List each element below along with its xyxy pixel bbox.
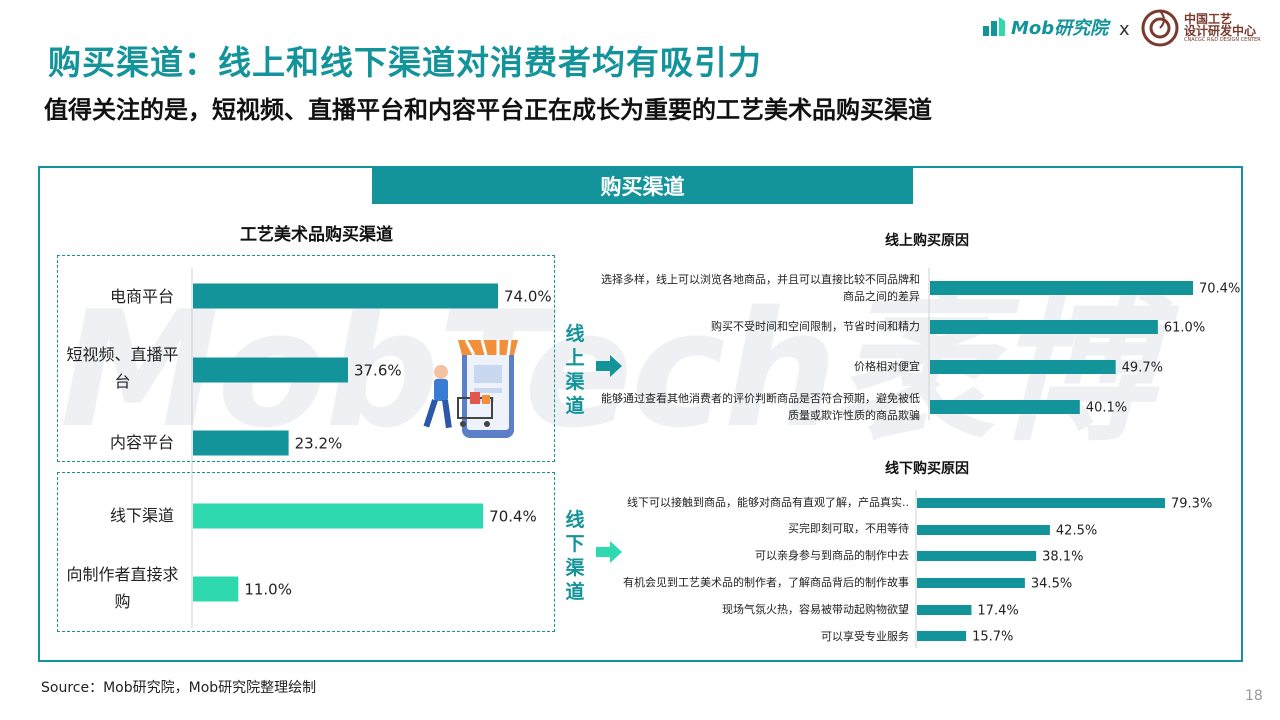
channel-bar [193, 576, 239, 602]
partner-name-line1: 中国工艺 [1184, 11, 1233, 26]
online-reason-value: 49.7% [1122, 361, 1163, 376]
section-banner: 购买渠道 [372, 168, 913, 204]
offline-reason-value: 38.1% [1042, 550, 1083, 565]
online-reason-bar [930, 360, 1116, 374]
channel-bar [193, 357, 348, 383]
left-category-label: 电商平台 [109, 287, 174, 306]
channel-bar-value: 37.6% [354, 362, 402, 380]
channel-bar [193, 430, 289, 456]
online-reason-label: 选择多样，线上可以浏览各地商品，并且可以直接比较不同品牌和商品之间的差异 [601, 273, 920, 303]
offline-reason-bar [917, 525, 1050, 535]
online-reason-value: 61.0% [1164, 321, 1205, 336]
left-category-label: 线下渠道 [109, 506, 174, 525]
channel-bar [193, 503, 484, 529]
online-arrow-icon [596, 355, 622, 377]
mob-logo-icon [983, 17, 1005, 36]
left-category-label: 内容平台 [109, 433, 174, 452]
offline-reason-label: 现场气氛火热，容易被带动起购物欲望 [722, 603, 909, 616]
offline-reason-bar [917, 631, 967, 641]
page-subtitle: 值得关注的是，短视频、直播平台和内容平台正在成长为重要的工艺美术品购买渠道 [44, 96, 932, 124]
source-note: Source：Mob研究院，Mob研究院整理绘制 [41, 680, 317, 696]
mob-logo-text: Mob研究院 [1011, 18, 1109, 39]
online-reason-bar [930, 281, 1193, 295]
left-category-label: 向制作者直接求购 [66, 565, 179, 611]
offline-reason-value: 17.4% [977, 604, 1018, 619]
partner-name-line2: 设计研发中心 [1184, 24, 1257, 39]
offline-reason-value: 42.5% [1056, 524, 1097, 539]
channel-bar [193, 283, 498, 309]
left-category-label: 短视频、直播平台 [66, 345, 179, 391]
channel-bar-value: 23.2% [295, 435, 343, 453]
offline-reason-label: 买完即刻可取，不用等待 [788, 522, 909, 535]
page-title: 购买渠道：线上和线下渠道对消费者均有吸引力 [48, 43, 762, 82]
channel-bar-value: 70.4% [489, 508, 537, 526]
offline-arrow-icon [596, 541, 622, 563]
online-reason-bar [930, 400, 1080, 414]
offline-reason-bar [917, 578, 1025, 588]
offline-reason-label: 有机会见到工艺美术品的制作者，了解商品背后的制作故事 [623, 576, 909, 589]
offline-reason-label: 可以亲身参与到商品的制作中去 [755, 549, 909, 562]
online-group-box [57, 255, 555, 462]
partner-name-line3: CNACGC R&D DESIGN CENTER [1184, 36, 1261, 43]
offline-reason-bar [917, 498, 1165, 508]
offline-reason-value: 15.7% [972, 630, 1013, 645]
content-frame [38, 166, 1243, 662]
channel-bar-value: 11.0% [244, 581, 292, 599]
page-number: 18 [1245, 688, 1263, 704]
logo-separator: x [1119, 19, 1130, 40]
offline-reason-label: 线下可以接触到商品，能够对商品有直观了解，产品真实.. [627, 496, 909, 509]
online-reason-label: 价格相对便宜 [854, 360, 920, 373]
shopping-illustration [423, 339, 518, 438]
online-reason-label: 能够通过查看其他消费者的评价判断商品是否符合预期，避免被低质量或欺诈性质的商品欺… [601, 392, 920, 422]
offline-reason-bar [917, 551, 1037, 561]
online-chart-title: 线上购买原因 [885, 233, 969, 249]
offline-chart-title: 线下购买原因 [885, 461, 969, 477]
online-reason-value: 40.1% [1086, 401, 1127, 416]
partner-seal-icon [1141, 9, 1179, 47]
mob-logo: Mob研究院 [982, 14, 1108, 40]
left-chart-title: 工艺美术品购买渠道 [240, 225, 393, 245]
offline-reason-value: 34.5% [1031, 577, 1072, 592]
offline-reason-label: 可以享受专业服务 [821, 630, 909, 643]
online-reason-label: 购买不受时间和空间限制，节省时间和精力 [711, 320, 920, 333]
channel-bar-value: 74.0% [504, 288, 552, 306]
online-channel-label: 线上渠道 [565, 323, 585, 417]
offline-group-box [57, 472, 555, 632]
online-reason-bar [930, 320, 1158, 334]
partner-logo: 中国工艺 设计研发中心 CNACGC R&D DESIGN CENTER [1140, 8, 1261, 48]
online-reason-value: 70.4% [1199, 282, 1240, 297]
offline-reason-value: 79.3% [1171, 497, 1212, 512]
offline-reason-bar [917, 605, 972, 615]
offline-channel-label: 线下渠道 [565, 509, 585, 603]
